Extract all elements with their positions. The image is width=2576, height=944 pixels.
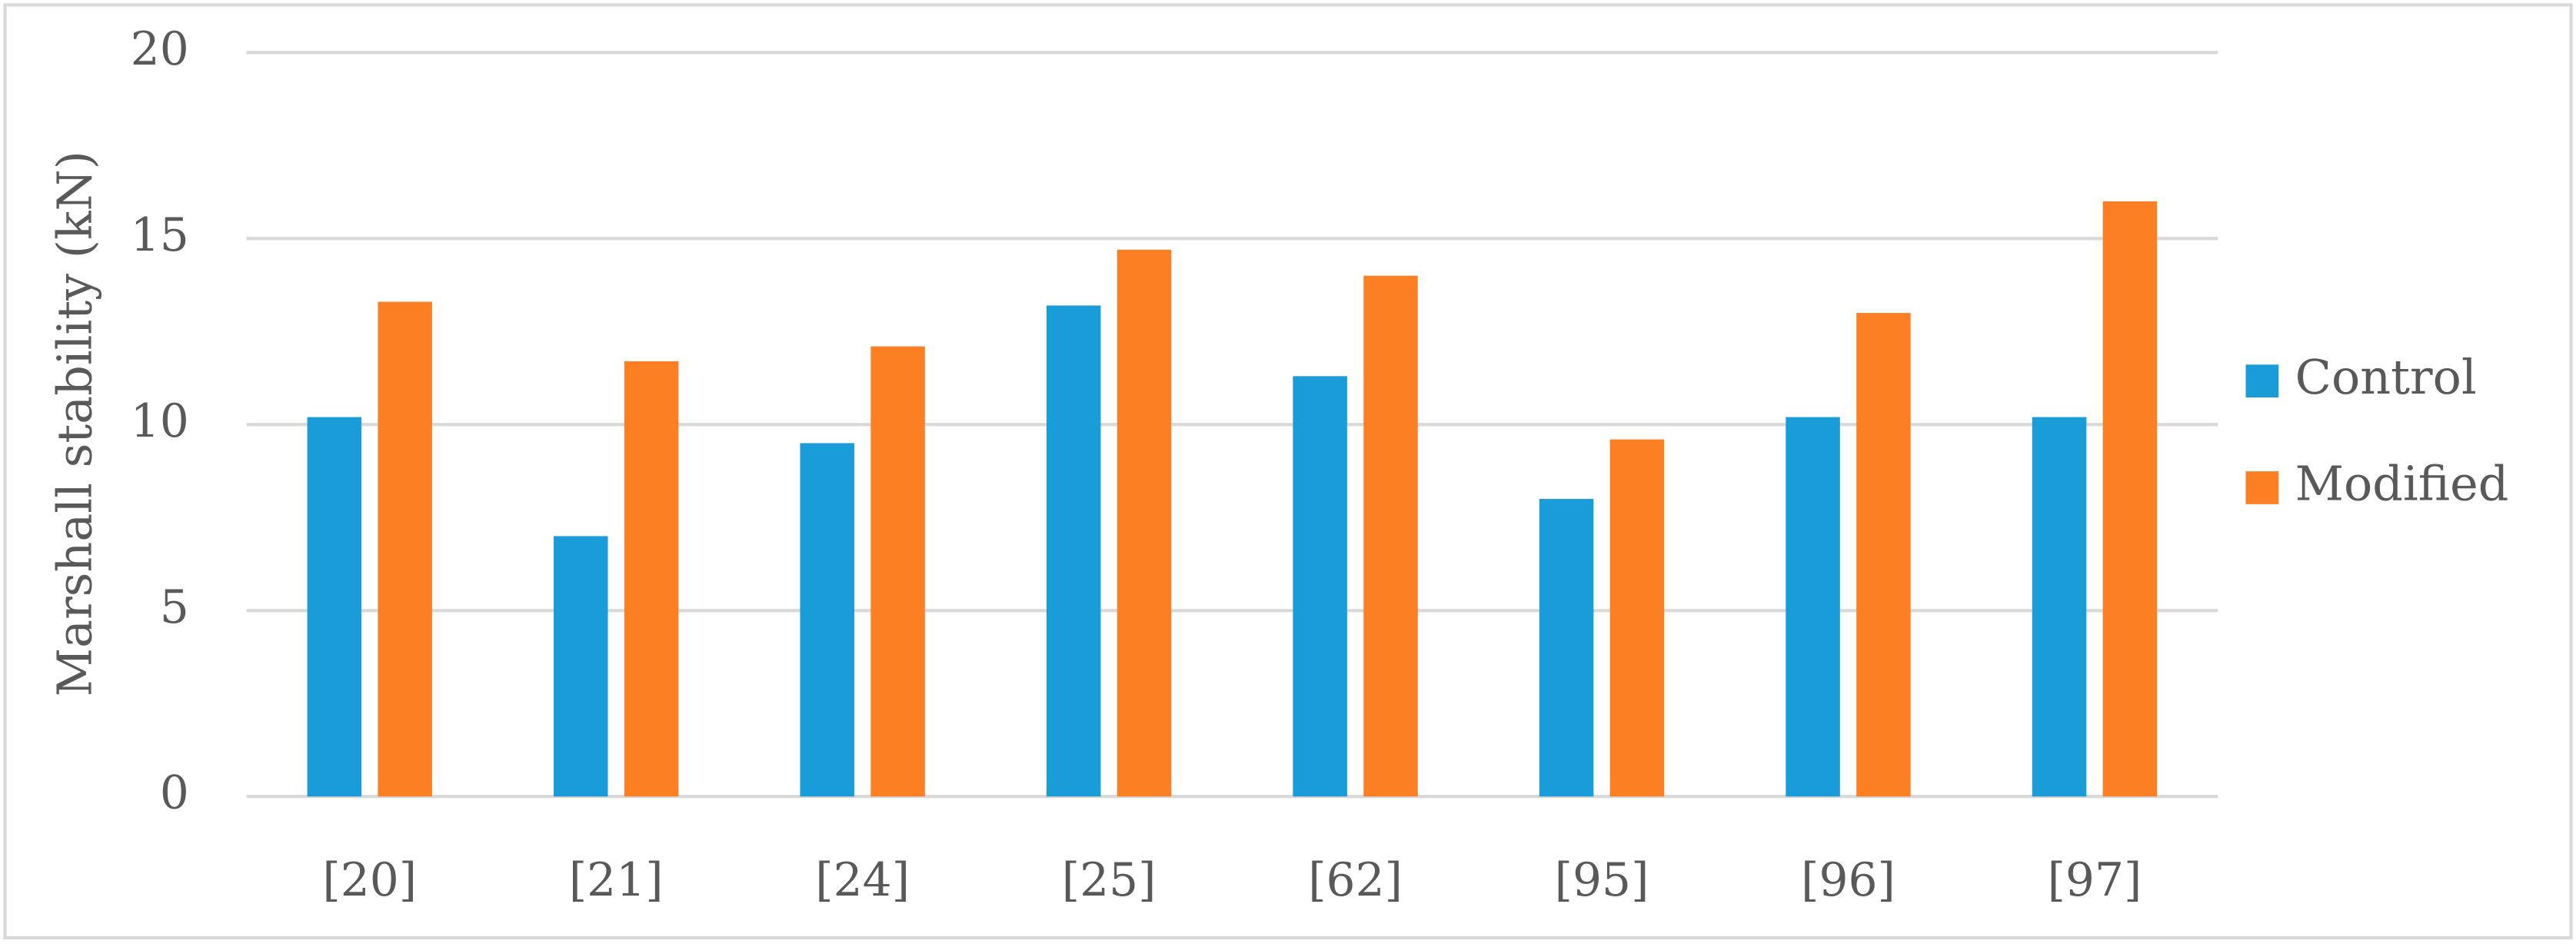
x-tick-label: [95] (1555, 853, 1649, 907)
bar (2032, 417, 2087, 797)
y-tick-label: 5 (160, 580, 189, 634)
bar (378, 301, 432, 797)
bar (870, 346, 925, 797)
legend-swatch (2245, 364, 2279, 398)
bar (1786, 417, 1840, 797)
x-tick-label: [96] (1801, 853, 1895, 907)
y-tick-label: 0 (160, 766, 189, 820)
y-tick-label: 10 (131, 394, 189, 448)
bar (1363, 275, 1418, 797)
bar (307, 417, 362, 797)
x-tick-label: [62] (1308, 853, 1403, 907)
y-axis-title: Marshall stability (kN) (47, 151, 103, 696)
bar (2102, 201, 2158, 797)
x-tick-label: [97] (2048, 853, 2142, 907)
bar (800, 443, 854, 797)
x-tick-label: [20] (322, 853, 417, 907)
y-tick-label: 15 (131, 208, 189, 262)
bar (1856, 313, 1911, 797)
legend-swatch (2245, 471, 2279, 504)
bar (1046, 305, 1101, 797)
bar (624, 361, 679, 797)
bar (554, 536, 608, 797)
x-tick-label: [25] (1062, 853, 1157, 907)
legend-label: Modified (2295, 456, 2509, 512)
bar (1609, 439, 1665, 797)
bar (1117, 249, 1172, 797)
x-tick-label: [21] (569, 853, 664, 907)
x-tick-label: [24] (815, 853, 910, 907)
legend-label: Control (2295, 349, 2477, 405)
y-tick-label: 20 (131, 22, 189, 76)
bar (1293, 376, 1347, 797)
bar (1539, 499, 1594, 797)
